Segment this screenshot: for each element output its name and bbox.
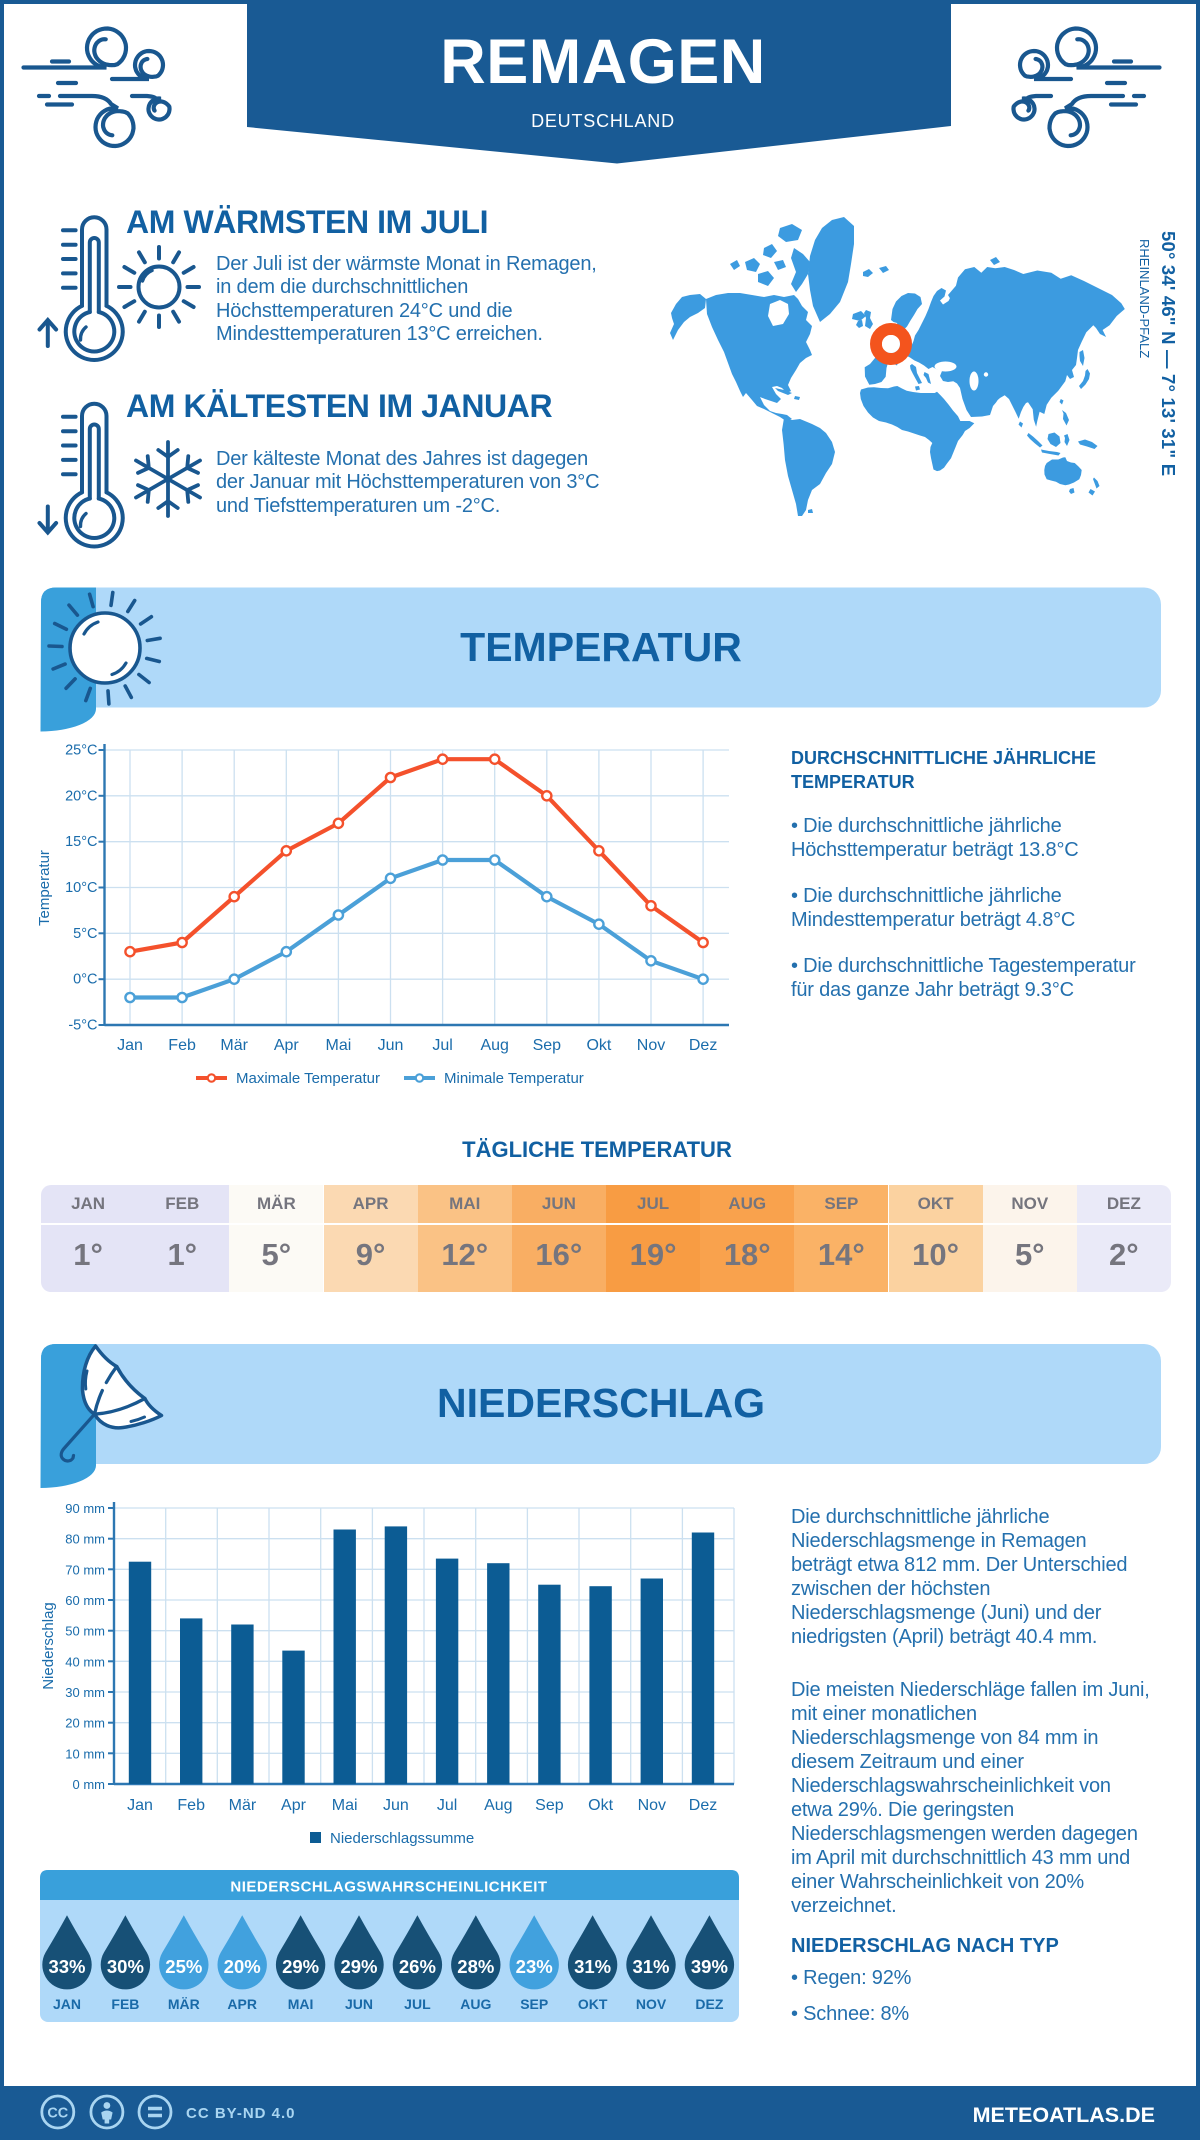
svg-text:Sep: Sep [535,1797,564,1814]
svg-text:60 mm: 60 mm [65,1593,105,1608]
svg-text:31%: 31% [632,1956,669,1977]
svg-text:Temperatur: Temperatur [36,850,53,926]
svg-text:-5°C: -5°C [68,1018,97,1034]
svg-text:JAN: JAN [53,1996,81,2012]
svg-text:20 mm: 20 mm [65,1716,105,1731]
svg-text:20%: 20% [224,1956,261,1977]
svg-text:CC BY-ND 4.0: CC BY-ND 4.0 [186,2105,296,2122]
svg-text:25%: 25% [165,1956,202,1977]
svg-text:Okt: Okt [586,1037,611,1054]
svg-text:40 mm: 40 mm [65,1654,105,1669]
svg-text:FEB: FEB [111,1996,139,2012]
svg-text:30%: 30% [107,1956,144,1977]
svg-text:28%: 28% [457,1956,494,1977]
svg-text:Jun: Jun [383,1797,409,1814]
svg-text:29%: 29% [282,1956,319,1977]
svg-text:Jul: Jul [432,1037,452,1054]
svg-text:39%: 39% [691,1956,728,1977]
svg-text:Okt: Okt [588,1797,613,1814]
svg-text:30 mm: 30 mm [65,1685,105,1700]
svg-text:Jul: Jul [437,1797,457,1814]
svg-text:Nov: Nov [637,1037,665,1054]
svg-text:Minimale Temperatur: Minimale Temperatur [444,1070,584,1087]
svg-text:Sep: Sep [533,1037,562,1054]
svg-text:DEZ: DEZ [695,1996,723,2012]
svg-text:Apr: Apr [281,1797,307,1814]
svg-text:90 mm: 90 mm [65,1501,105,1516]
svg-text:Dez: Dez [689,1797,717,1814]
svg-text:5°C: 5°C [73,926,97,942]
svg-text:JUL: JUL [404,1996,431,2012]
svg-text:Jun: Jun [378,1037,404,1054]
svg-text:33%: 33% [48,1956,85,1977]
svg-text:Mai: Mai [326,1037,352,1054]
svg-text:80 mm: 80 mm [65,1532,105,1547]
svg-text:Maximale Temperatur: Maximale Temperatur [236,1070,380,1087]
svg-text:Mär: Mär [229,1797,257,1814]
svg-text:Aug: Aug [484,1797,512,1814]
svg-text:10°C: 10°C [65,880,97,896]
svg-text:0°C: 0°C [73,972,97,988]
svg-text:APR: APR [227,1996,257,2012]
svg-text:Jan: Jan [127,1797,153,1814]
svg-text:OKT: OKT [578,1996,608,2012]
svg-text:SEP: SEP [520,1996,548,2012]
svg-text:Nov: Nov [638,1797,666,1814]
svg-text:Jan: Jan [117,1037,143,1054]
svg-text:Niederschlag: Niederschlag [40,1602,57,1690]
svg-text:Feb: Feb [168,1037,196,1054]
svg-text:15°C: 15°C [65,834,97,850]
svg-text:Mär: Mär [220,1037,248,1054]
svg-text:10 mm: 10 mm [65,1746,105,1761]
svg-text:23%: 23% [516,1956,553,1977]
svg-text:AUG: AUG [460,1996,491,2012]
svg-text:NIEDERSCHLAGSWAHRSCHEINLICHKEI: NIEDERSCHLAGSWAHRSCHEINLICHKEIT [230,1879,547,1896]
svg-text:25°C: 25°C [65,743,97,759]
svg-text:CC: CC [47,2106,68,2122]
svg-text:Feb: Feb [177,1797,205,1814]
svg-text:31%: 31% [574,1956,611,1977]
svg-text:MÄR: MÄR [168,1996,200,2012]
svg-text:0 mm: 0 mm [73,1777,106,1792]
svg-text:26%: 26% [399,1956,436,1977]
svg-text:50 mm: 50 mm [65,1624,105,1639]
svg-text:Dez: Dez [689,1037,717,1054]
svg-text:NOV: NOV [636,1996,667,2012]
svg-text:MAI: MAI [288,1996,314,2012]
svg-text:Niederschlagssumme: Niederschlagssumme [330,1830,474,1847]
svg-text:METEOATLAS.DE: METEOATLAS.DE [973,2103,1155,2127]
svg-text:Aug: Aug [480,1037,508,1054]
svg-text:Apr: Apr [274,1037,300,1054]
svg-text:Mai: Mai [332,1797,358,1814]
svg-text:JUN: JUN [345,1996,373,2012]
svg-text:29%: 29% [340,1956,377,1977]
svg-text:20°C: 20°C [65,788,97,804]
svg-text:70 mm: 70 mm [65,1562,105,1577]
